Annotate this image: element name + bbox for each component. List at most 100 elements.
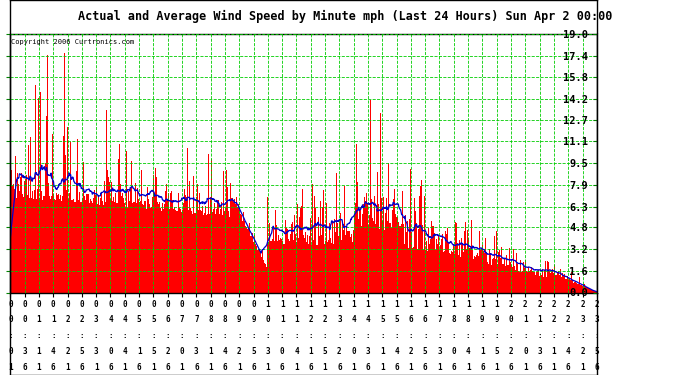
Text: 2: 2 <box>566 315 571 324</box>
Text: :: : <box>294 331 299 340</box>
Text: 3: 3 <box>337 315 342 324</box>
Text: 1: 1 <box>208 363 213 372</box>
Text: 6: 6 <box>280 363 284 372</box>
Text: :: : <box>538 331 542 340</box>
Text: 1: 1 <box>208 347 213 356</box>
Text: 3: 3 <box>538 347 542 356</box>
Text: 1: 1 <box>538 315 542 324</box>
Text: 1: 1 <box>580 363 585 372</box>
Text: 0: 0 <box>8 347 12 356</box>
Text: 1: 1 <box>437 300 442 309</box>
Text: 7: 7 <box>437 315 442 324</box>
Text: :: : <box>179 331 184 340</box>
Text: 4: 4 <box>123 315 127 324</box>
Text: 4: 4 <box>223 347 227 356</box>
Text: 4: 4 <box>294 347 299 356</box>
Text: 6: 6 <box>480 363 484 372</box>
Text: 5: 5 <box>394 315 399 324</box>
Text: :: : <box>266 331 270 340</box>
Text: 9: 9 <box>495 315 499 324</box>
Text: 5: 5 <box>323 347 327 356</box>
Text: 1: 1 <box>551 363 556 372</box>
Text: :: : <box>323 331 327 340</box>
Text: 0: 0 <box>51 300 56 309</box>
Text: 1: 1 <box>137 347 141 356</box>
Text: Actual and Average Wind Speed by Minute mph (Last 24 Hours) Sun Apr 2 00:00: Actual and Average Wind Speed by Minute … <box>78 10 612 23</box>
Text: :: : <box>466 331 471 340</box>
Text: 6: 6 <box>423 315 428 324</box>
Text: 1: 1 <box>308 300 313 309</box>
Text: :: : <box>208 331 213 340</box>
Text: 1: 1 <box>323 300 327 309</box>
Text: 2: 2 <box>66 347 70 356</box>
Text: 2: 2 <box>580 347 585 356</box>
Text: :: : <box>79 331 84 340</box>
Text: 0: 0 <box>451 347 456 356</box>
Text: 2: 2 <box>323 315 327 324</box>
Text: 1: 1 <box>266 300 270 309</box>
Text: 1: 1 <box>351 300 356 309</box>
Text: 1: 1 <box>380 363 384 372</box>
Text: 1: 1 <box>495 363 499 372</box>
Text: 4: 4 <box>394 347 399 356</box>
Text: 2: 2 <box>566 300 571 309</box>
Text: 0: 0 <box>123 300 127 309</box>
Text: 0: 0 <box>137 300 141 309</box>
Text: 3: 3 <box>22 347 27 356</box>
Text: 6: 6 <box>394 363 399 372</box>
Text: 3: 3 <box>94 315 99 324</box>
Text: :: : <box>394 331 399 340</box>
Text: :: : <box>495 331 499 340</box>
Text: :: : <box>251 331 256 340</box>
Text: 4: 4 <box>51 347 56 356</box>
Text: 3: 3 <box>595 315 599 324</box>
Text: 2: 2 <box>66 315 70 324</box>
Text: 0: 0 <box>22 315 27 324</box>
Text: :: : <box>22 331 27 340</box>
Text: 2: 2 <box>551 300 556 309</box>
Text: 2: 2 <box>509 347 513 356</box>
Text: :: : <box>308 331 313 340</box>
Text: 0: 0 <box>8 300 12 309</box>
Text: 1: 1 <box>294 300 299 309</box>
Text: 5: 5 <box>151 315 156 324</box>
Text: 1: 1 <box>380 300 384 309</box>
Text: :: : <box>51 331 56 340</box>
Text: 4: 4 <box>108 315 112 324</box>
Text: 1: 1 <box>466 300 471 309</box>
Text: :: : <box>37 331 41 340</box>
Text: 5: 5 <box>251 347 256 356</box>
Text: 6: 6 <box>451 363 456 372</box>
Text: :: : <box>509 331 513 340</box>
Text: 6: 6 <box>166 315 170 324</box>
Text: 1: 1 <box>37 347 41 356</box>
Text: 1: 1 <box>66 363 70 372</box>
Text: 7: 7 <box>179 315 184 324</box>
Text: 0: 0 <box>108 300 112 309</box>
Text: 3: 3 <box>437 347 442 356</box>
Text: 6: 6 <box>595 363 599 372</box>
Text: 1: 1 <box>423 300 428 309</box>
Text: 3: 3 <box>266 347 270 356</box>
Text: 1: 1 <box>523 315 528 324</box>
Text: 5: 5 <box>380 315 384 324</box>
Text: :: : <box>237 331 241 340</box>
Text: 5: 5 <box>137 315 141 324</box>
Text: 6: 6 <box>509 363 513 372</box>
Text: 0: 0 <box>179 300 184 309</box>
Text: 1: 1 <box>480 347 484 356</box>
Text: 2: 2 <box>237 347 241 356</box>
Text: 3: 3 <box>94 347 99 356</box>
Text: 0: 0 <box>179 347 184 356</box>
Text: 6: 6 <box>251 363 256 372</box>
Text: 1: 1 <box>480 300 484 309</box>
Text: 8: 8 <box>451 315 456 324</box>
Text: 4: 4 <box>351 315 356 324</box>
Text: 5: 5 <box>495 347 499 356</box>
Text: :: : <box>366 331 371 340</box>
Text: :: : <box>194 331 199 340</box>
Text: 2: 2 <box>308 315 313 324</box>
Text: 6: 6 <box>51 363 56 372</box>
Text: 4: 4 <box>466 347 471 356</box>
Text: :: : <box>380 331 384 340</box>
